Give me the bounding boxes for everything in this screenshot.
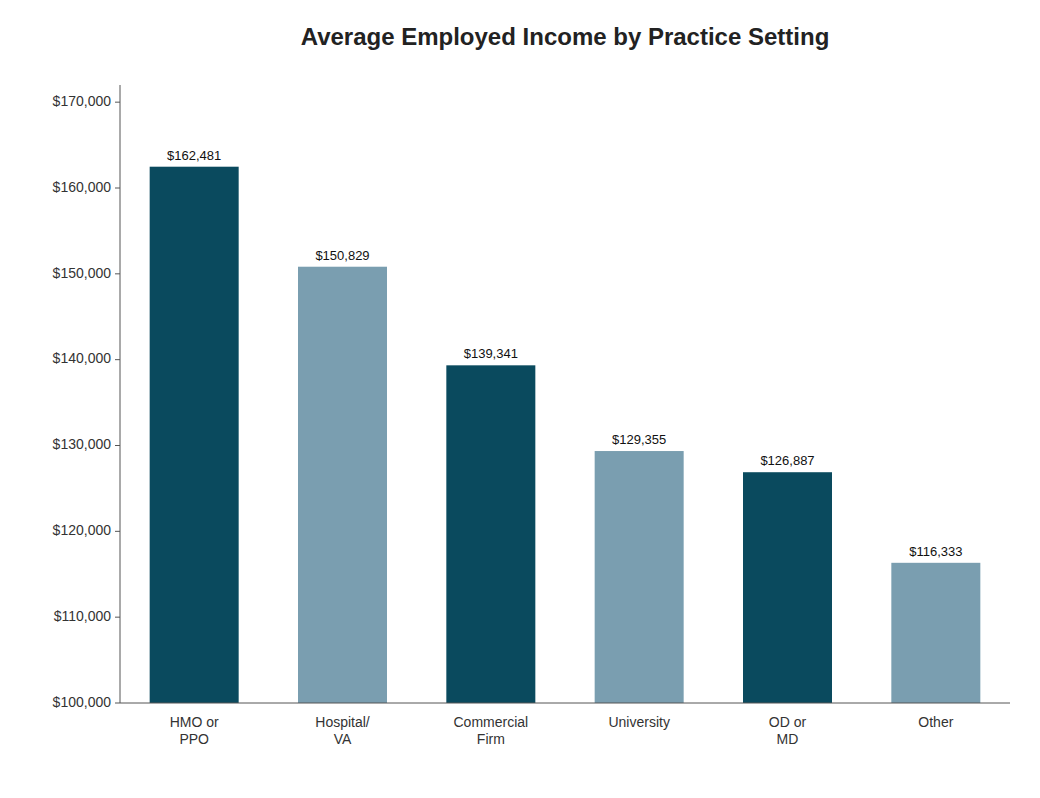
data-label: $116,333 <box>909 544 962 559</box>
y-axis: $100,000 $110,000 $120,000 $130,000 $140,000… <box>53 85 120 710</box>
bar <box>150 167 239 703</box>
x-tick-label: University <box>608 714 669 730</box>
bar <box>743 472 832 703</box>
y-tick-label: $150,000 <box>53 265 112 281</box>
y-axis-line <box>120 85 121 703</box>
bars <box>150 167 981 703</box>
x-axis-line <box>120 703 1010 704</box>
x-tick-label-line: Hospital/ <box>315 714 370 730</box>
y-tick-label: $100,000 <box>53 694 112 710</box>
x-tick-label-line: University <box>608 714 669 730</box>
x-tick-label-line: MD <box>777 731 799 747</box>
x-tick-label: Other <box>918 714 953 730</box>
y-tick-label: $140,000 <box>53 350 112 366</box>
y-tick <box>115 531 120 532</box>
x-tick-label-line: Other <box>918 714 953 730</box>
y-tick <box>115 188 120 189</box>
x-axis: HMO orPPO Hospital/VA CommercialFirm Univer… <box>120 703 1010 747</box>
x-tick-label-line: Commercial <box>453 714 528 730</box>
bar <box>298 267 387 703</box>
bar <box>595 451 684 703</box>
data-label: $150,829 <box>315 248 369 263</box>
bar <box>891 563 980 703</box>
data-label: $126,887 <box>760 453 814 468</box>
y-tick-label: $120,000 <box>53 522 112 538</box>
y-tick-label: $130,000 <box>53 436 112 452</box>
y-tick <box>115 102 120 103</box>
y-tick <box>115 273 120 274</box>
x-tick-label-line: OD or <box>769 714 807 730</box>
y-tick-label: $170,000 <box>53 93 112 109</box>
x-tick-label: Hospital/VA <box>315 714 370 747</box>
x-tick-label: CommercialFirm <box>453 714 528 747</box>
y-tick <box>115 445 120 446</box>
y-tick <box>115 359 120 360</box>
x-tick-label-line: PPO <box>179 731 209 747</box>
y-tick-label: $110,000 <box>54 608 112 624</box>
data-label: $162,481 <box>167 148 221 163</box>
y-tick <box>115 617 120 618</box>
chart: Average Employed Income by Practice Sett… <box>0 0 1040 798</box>
x-tick-label-line: Firm <box>477 731 505 747</box>
y-tick-label: $160,000 <box>53 179 112 195</box>
x-tick-label: OD orMD <box>769 714 807 747</box>
x-tick-label-line: HMO or <box>170 714 219 730</box>
bar <box>446 365 535 703</box>
data-labels: $162,481 $150,829 $139,341 $129,355 $126,887… <box>167 148 962 559</box>
x-tick-label-line: VA <box>334 731 352 747</box>
data-label: $129,355 <box>612 432 666 447</box>
data-label: $139,341 <box>464 346 518 361</box>
x-tick-label: HMO orPPO <box>170 714 219 747</box>
y-tick <box>115 703 120 704</box>
title: Average Employed Income by Practice Sett… <box>301 23 830 50</box>
